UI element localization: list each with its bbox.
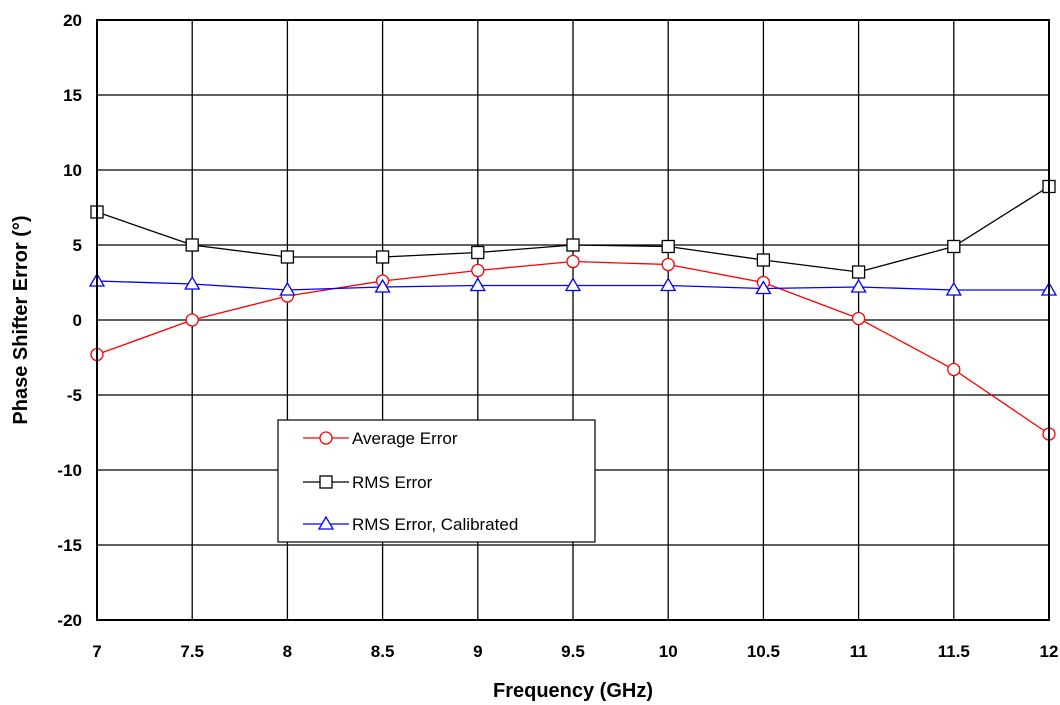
triangle-marker — [317, 515, 335, 530]
series-rms-error-calibrated — [88, 272, 1058, 296]
triangle-marker — [374, 278, 391, 293]
y-tick-label: -20 — [57, 611, 82, 630]
y-tick-label: -10 — [57, 461, 82, 480]
square-marker — [185, 238, 199, 252]
square-marker — [947, 239, 961, 254]
legend-label: Average Error — [352, 429, 458, 448]
square-marker — [375, 250, 390, 264]
x-tick-labels: 7 7.5 8 8.5 9 9.5 10 10.5 11 11.5 12 — [92, 642, 1058, 661]
x-tick-label: 10.5 — [747, 642, 780, 661]
x-tick-label: 9 — [473, 642, 482, 661]
triangle-marker — [755, 280, 772, 295]
y-tick-label: 20 — [63, 11, 82, 30]
x-tick-label: 7.5 — [180, 642, 204, 661]
y-tick-label: -15 — [57, 536, 82, 555]
circle-marker — [851, 311, 866, 326]
triangle-marker — [184, 275, 201, 290]
x-tick-label: 11 — [850, 642, 868, 661]
square-marker — [566, 238, 580, 252]
y-tick-label: 5 — [73, 236, 82, 255]
circle-marker — [319, 431, 333, 445]
series-rms-error — [90, 179, 1056, 279]
square-marker — [319, 475, 333, 489]
circle-marker — [661, 257, 675, 272]
x-tick-label: 8 — [283, 642, 292, 661]
y-tick-label: 0 — [73, 311, 82, 330]
y-tick-label: 15 — [63, 86, 82, 105]
legend: Average Error RMS Error RMS Error, Calibra… — [277, 419, 596, 543]
y-tick-label: -5 — [67, 386, 82, 405]
triangle-marker — [469, 277, 486, 292]
triangle-marker — [564, 277, 582, 292]
x-tick-label: 9.5 — [561, 642, 585, 661]
square-marker — [756, 253, 771, 267]
legend-label: RMS Error — [352, 473, 433, 492]
x-tick-label: 12 — [1040, 642, 1059, 661]
triangle-marker — [850, 278, 867, 293]
circle-marker — [947, 362, 961, 377]
x-tick-label: 11.5 — [938, 642, 970, 661]
y-tick-label: 10 — [63, 161, 82, 180]
square-marker — [471, 245, 485, 260]
legend-label: RMS Error, Calibrated — [352, 515, 518, 534]
triangle-marker — [660, 277, 677, 292]
square-marker — [280, 250, 295, 264]
series-group — [88, 179, 1058, 441]
circle-marker — [566, 254, 580, 269]
circle-marker — [471, 263, 485, 278]
square-marker — [851, 265, 866, 279]
triangle-marker — [279, 281, 296, 296]
circle-marker — [185, 313, 199, 327]
square-marker — [661, 239, 675, 254]
y-tick-labels: 20 15 10 5 0 -5 -10 -15 -20 — [57, 11, 82, 630]
x-tick-label: 8.5 — [371, 642, 395, 661]
x-axis-title: Frequency (GHz) — [493, 680, 653, 702]
plot-border — [96, 19, 1050, 621]
x-tick-label: 7 — [92, 642, 101, 661]
y-axis-title: Phase Shifter Error (°) — [10, 215, 32, 424]
x-tick-label: 10 — [659, 642, 678, 661]
triangle-marker — [945, 281, 962, 296]
